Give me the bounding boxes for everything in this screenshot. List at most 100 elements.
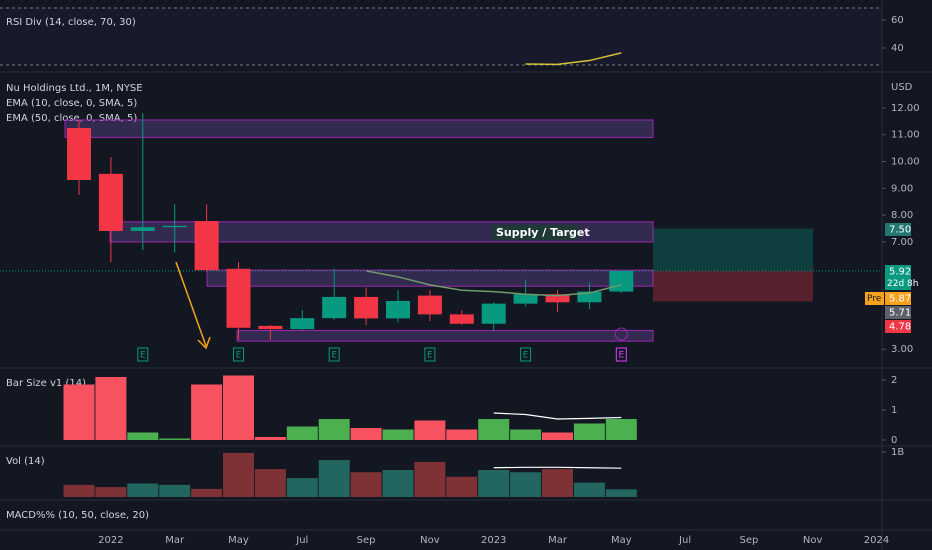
- pre-label: Pre: [867, 294, 882, 304]
- x-tick-label: 2023: [481, 535, 506, 546]
- zone: [206, 269, 654, 287]
- y-tick-label: 9.00: [891, 183, 913, 194]
- candle-body: [194, 221, 219, 271]
- earnings-label: E: [523, 351, 529, 361]
- rsi-title: RSI Div (14, close, 70, 30): [6, 17, 136, 28]
- bar: [159, 484, 191, 497]
- bar: [286, 426, 318, 440]
- bar: [350, 428, 382, 440]
- y-tick-label: 11.00: [891, 130, 920, 141]
- bar: [542, 432, 573, 440]
- earnings-icon: [424, 347, 436, 362]
- zone: [236, 329, 654, 342]
- y-tick-label: 2: [891, 375, 897, 386]
- bar: [63, 484, 95, 497]
- candle-body: [386, 300, 410, 319]
- candle-body: [98, 173, 123, 231]
- zone-label: Supply / Target: [496, 226, 590, 239]
- bar: [573, 482, 605, 497]
- countdown-bg: [885, 277, 911, 290]
- candle-body: [609, 270, 634, 292]
- x-tick-label: Sep: [739, 535, 758, 546]
- bar: [95, 377, 127, 440]
- bar: [446, 429, 478, 440]
- bar: [127, 432, 159, 440]
- ema-line: [365, 270, 622, 297]
- price-tag-label: 5.87: [889, 294, 911, 305]
- price-tag: [885, 265, 911, 278]
- barsize-title: Bar Size v1 (14): [6, 378, 86, 389]
- bar: [573, 423, 605, 440]
- bar: [286, 478, 318, 497]
- target-box: [653, 228, 813, 271]
- bar: [223, 375, 254, 440]
- candle-body: [481, 303, 506, 324]
- x-tick-label: Mar: [548, 535, 568, 546]
- price-tag: [885, 306, 911, 319]
- ema-legend: EMA (50, close, 0, SMA, 5): [6, 113, 137, 124]
- stop-box: [653, 270, 813, 302]
- candle-body: [513, 294, 538, 304]
- bar: [605, 489, 637, 497]
- average-line: [493, 466, 622, 469]
- candle-body: [322, 296, 347, 319]
- y-tick-label: 3.00: [891, 344, 913, 355]
- price-tag: [885, 292, 911, 305]
- bar: [414, 420, 446, 440]
- bar: [478, 419, 510, 440]
- bar: [223, 452, 254, 497]
- candle-body: [449, 314, 474, 324]
- bar: [95, 487, 127, 497]
- bar: [414, 461, 446, 497]
- y-tick-label: 12.00: [891, 103, 920, 114]
- earnings-label: E: [331, 351, 337, 361]
- macd-title: MACD%% (10, 50, close, 20): [6, 510, 149, 521]
- earnings-icon: [615, 347, 627, 362]
- candle-body: [290, 318, 315, 330]
- bar: [191, 384, 223, 440]
- bar: [478, 470, 510, 497]
- earnings-icon: [328, 347, 340, 362]
- candle-body: [577, 291, 602, 303]
- arrow: [175, 261, 207, 347]
- price-tag-label: 4.78: [889, 322, 911, 333]
- y-tick-label: 10.00: [891, 157, 920, 168]
- y-tick-label: 1B: [891, 447, 904, 458]
- y-tick-label: 1: [891, 405, 897, 416]
- currency: USD: [891, 82, 913, 93]
- y-tick-label: 40: [891, 43, 904, 54]
- arrow-head: [197, 336, 211, 350]
- bar: [318, 419, 350, 440]
- x-tick-label: May: [228, 535, 249, 546]
- rsi-band: [0, 8, 882, 65]
- x-tick-label: Sep: [357, 535, 376, 546]
- earnings-icon: [520, 347, 532, 362]
- bar: [63, 384, 95, 440]
- candle-body: [67, 128, 91, 181]
- bar: [318, 460, 350, 497]
- zone: [64, 119, 654, 138]
- rsi-line: [525, 52, 622, 66]
- earnings-label: E: [140, 351, 146, 361]
- dividend-icon: [614, 327, 628, 341]
- bar: [542, 469, 573, 497]
- pre-bg: [865, 292, 884, 305]
- y-tick-label: 7.00: [891, 237, 913, 248]
- x-tick-label: 2024: [864, 535, 889, 546]
- label-bg: [492, 224, 578, 240]
- bar: [382, 470, 414, 497]
- x-tick-label: 2022: [98, 535, 123, 546]
- average-line: [493, 412, 622, 420]
- candle-body: [354, 296, 379, 319]
- y-tick-label: 60: [891, 15, 904, 26]
- x-tick-label: Nov: [803, 535, 823, 546]
- earnings-label: E: [618, 351, 624, 361]
- candle-body: [162, 225, 187, 228]
- bar: [254, 437, 286, 440]
- countdown: 22d 8h: [887, 279, 918, 289]
- price-tag: [885, 223, 911, 236]
- bar: [159, 438, 191, 440]
- bar: [127, 483, 159, 497]
